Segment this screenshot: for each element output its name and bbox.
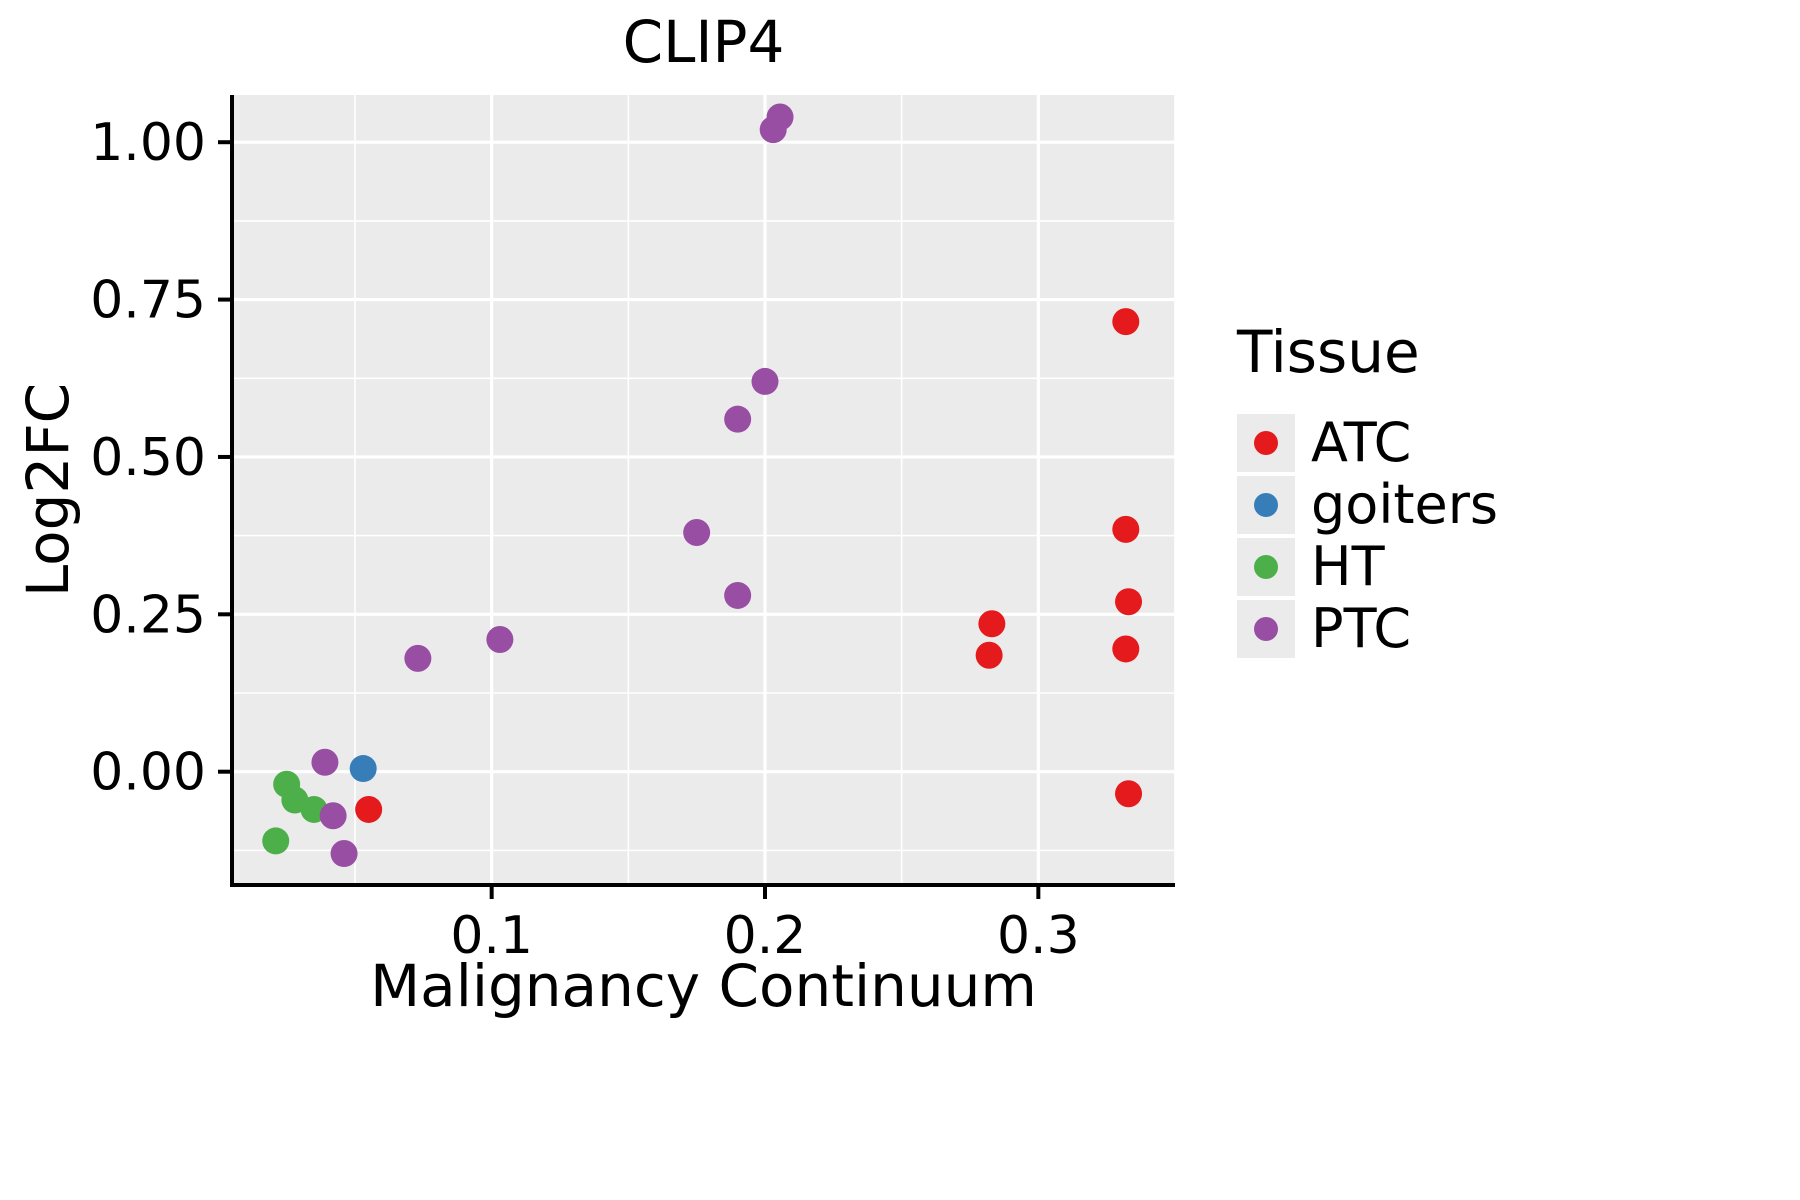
y-tick-label: 0.75 — [90, 271, 206, 331]
data-point-PTC — [311, 748, 339, 776]
x-axis-title: Malignancy Continuum — [370, 952, 1037, 1020]
data-point-PTC — [330, 840, 358, 868]
x-tick-label: 0.1 — [450, 906, 533, 966]
legend-key — [1237, 476, 1295, 534]
y-tick-label: 0.50 — [90, 428, 206, 488]
data-point-ATC — [1115, 588, 1143, 616]
legend-items: ATC goiters HT PTC — [1237, 414, 1498, 658]
data-point-PTC — [724, 581, 752, 609]
data-point-ATC — [978, 610, 1006, 638]
y-axis-title: Log2FC — [14, 382, 82, 598]
data-point-ATC — [1115, 780, 1143, 808]
legend-key — [1237, 414, 1295, 472]
legend-dot-icon — [1254, 617, 1278, 641]
chart-title: CLIP4 — [622, 8, 785, 76]
data-point-goiters — [349, 755, 377, 783]
y-tick-label: 0.00 — [90, 743, 206, 803]
data-point-PTC — [724, 405, 752, 433]
data-point-ATC — [355, 795, 383, 823]
legend: Tissue ATC goiters HT — [1237, 318, 1498, 658]
legend-key — [1237, 538, 1295, 596]
legend-dot-icon — [1254, 431, 1278, 455]
legend-item-ptc: PTC — [1237, 600, 1498, 658]
data-point-PTC — [683, 518, 711, 546]
legend-item-label: HT — [1311, 535, 1385, 598]
data-point-PTC — [486, 626, 514, 654]
data-point-PTC — [766, 103, 794, 131]
legend-item-goiters: goiters — [1237, 476, 1498, 534]
data-point-PTC — [319, 802, 347, 830]
legend-dot-icon — [1254, 555, 1278, 579]
data-point-ATC — [1112, 308, 1140, 336]
legend-item-label: ATC — [1311, 411, 1412, 474]
data-point-HT — [262, 827, 290, 855]
legend-item-atc: ATC — [1237, 414, 1498, 472]
legend-title: Tissue — [1237, 318, 1420, 386]
data-point-PTC — [404, 644, 432, 672]
legend-dot-icon — [1254, 493, 1278, 517]
x-tick-label: 0.3 — [997, 906, 1080, 966]
plot-panel — [232, 95, 1175, 885]
legend-key — [1237, 600, 1295, 658]
y-tick-label: 1.00 — [90, 113, 206, 173]
data-point-PTC — [751, 367, 779, 395]
legend-item-label: goiters — [1311, 473, 1499, 536]
x-tick-label: 0.2 — [724, 906, 807, 966]
data-point-ATC — [1112, 635, 1140, 663]
legend-item-ht: HT — [1237, 538, 1498, 596]
data-point-ATC — [1112, 515, 1140, 543]
data-point-ATC — [975, 641, 1003, 669]
y-tick-label: 0.25 — [90, 585, 206, 645]
legend-item-label: PTC — [1311, 597, 1412, 660]
